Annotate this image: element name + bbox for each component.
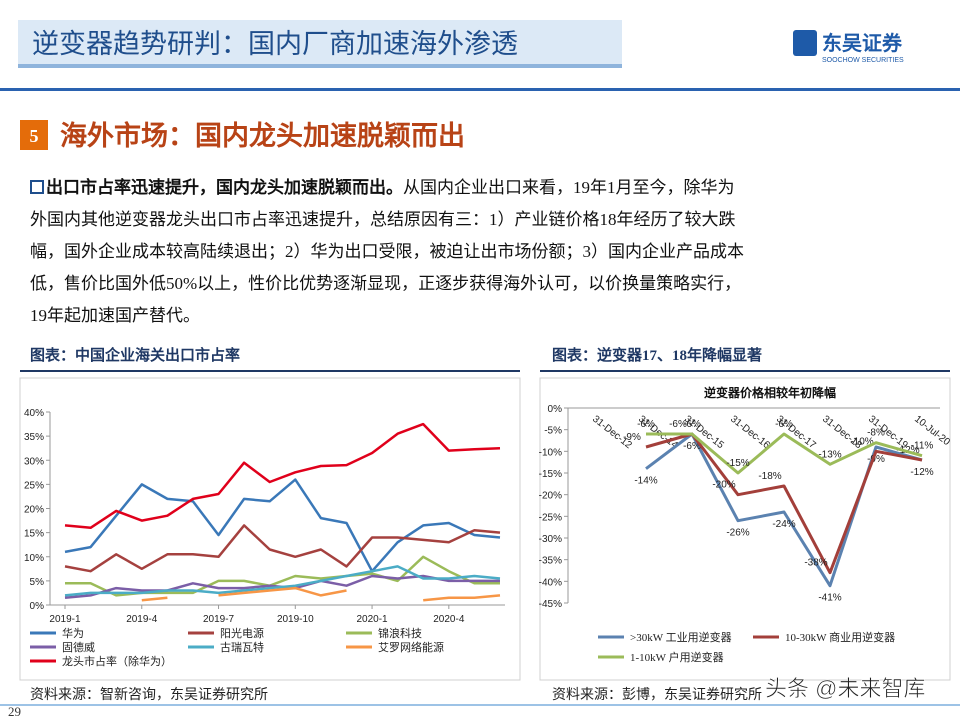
bullet	[30, 180, 44, 194]
data-label: -6%	[669, 419, 687, 430]
data-label: -15%	[726, 458, 749, 469]
chart-caption: 图表：中国企业海关出口市占率	[30, 346, 240, 364]
y-tick-label: 30%	[24, 456, 44, 467]
title-bar	[18, 64, 622, 68]
series-line	[141, 586, 501, 602]
y-tick-label: -15%	[539, 469, 562, 480]
y-tick-label: -45%	[539, 599, 562, 610]
x-tick-label: 2020-4	[433, 614, 465, 625]
y-tick-label: -35%	[539, 556, 562, 567]
page-number: 29	[8, 704, 21, 719]
body-line: 外国内其他逆变器龙头出口市占率迅速提升，总结原因有三：1）产业链价格18年经历了…	[30, 210, 736, 229]
legend-label: 阳光电源	[220, 626, 264, 640]
series-line	[64, 565, 501, 597]
data-label: -20%	[712, 480, 735, 491]
data-label: -9%	[867, 454, 885, 465]
section-badge	[20, 120, 48, 150]
footer-rule	[0, 704, 960, 706]
data-label: -10%	[850, 436, 873, 447]
y-tick-label: 15%	[24, 529, 44, 540]
y-tick-label: 0%	[548, 404, 563, 415]
legend-label: 华为	[62, 626, 84, 640]
data-label: -6%	[637, 419, 655, 430]
x-tick-label: 2019-10	[277, 614, 314, 625]
body-line: 幅，国外企业成本较高陆续退出；2）华为出口受限，被迫让出市场份额；3）国内企业产…	[30, 242, 744, 261]
x-tick-label: 31-Dec-16	[728, 414, 772, 452]
section-title: 海外市场：国内龙头加速脱颖而出	[60, 120, 465, 151]
y-tick-label: -30%	[539, 534, 562, 545]
y-tick-label: -20%	[539, 491, 562, 502]
data-label: -6%	[683, 441, 701, 452]
logo-cn: 东吴证券	[822, 31, 903, 55]
y-tick-label: 10%	[24, 553, 44, 564]
legend-label: >30kW 工业用逆变器	[630, 630, 732, 644]
data-label: -26%	[726, 528, 749, 539]
data-label: -14%	[634, 476, 657, 487]
data-label: -9%	[623, 432, 641, 443]
body-lead: 出口市占率迅速提升，国内龙头加速脱颖而出。	[46, 177, 403, 197]
legend-label: 锦浪科技	[378, 626, 422, 640]
header-rule	[0, 88, 960, 91]
y-tick-label: 0%	[30, 601, 45, 612]
y-tick-label: 35%	[24, 432, 44, 443]
legend-label: 10-30kW 商业用逆变器	[785, 630, 895, 644]
data-label: -24%	[772, 519, 795, 530]
chart-title: 逆变器价格相较年初降幅	[704, 385, 836, 400]
y-tick-label: -40%	[539, 577, 562, 588]
legend-label: 龙头市占率（除华为）	[62, 654, 172, 668]
section-number: 5	[30, 126, 39, 146]
legend-label: 1-10kW 户用逆变器	[630, 650, 724, 664]
slide-title: 逆变器趋势研判：国内厂商加速海外渗透	[32, 29, 518, 59]
chart-caption: 图表：逆变器17、18年降幅显著	[552, 346, 762, 364]
legend-label: 固德威	[62, 640, 95, 654]
source: 资料来源：彭博，东吴证券研究所	[552, 686, 762, 703]
data-label: -6%	[775, 419, 793, 430]
series-line	[64, 422, 501, 530]
y-tick-label: -5%	[544, 426, 562, 437]
data-label: -38%	[804, 558, 827, 569]
y-tick-label: -10%	[539, 447, 562, 458]
data-label: -13%	[818, 449, 841, 460]
y-tick-label: 20%	[24, 505, 44, 516]
logo-en: SOOCHOW SECURITIES	[822, 57, 904, 64]
chart-frame	[19, 377, 521, 681]
body-line: 19年起加速国产替代。	[30, 306, 200, 325]
series-line	[646, 432, 923, 475]
source: 资料来源：智新咨询，东吴证券研究所	[30, 687, 268, 703]
x-tick-label: 2019-4	[126, 614, 158, 625]
x-tick-label: 2019-7	[203, 614, 235, 625]
x-tick-label: 2020-1	[356, 614, 388, 625]
logo-icon	[793, 30, 817, 56]
chart-frame	[539, 377, 951, 681]
y-tick-label: -25%	[539, 512, 562, 523]
legend-label: 古瑞瓦特	[220, 640, 264, 654]
series-line	[64, 524, 501, 573]
data-label: -41%	[818, 593, 841, 604]
y-tick-label: 25%	[24, 480, 44, 491]
series-line	[64, 478, 501, 573]
body-line: 出口市占率迅速提升，国内龙头加速脱颖而出。从国内企业出口来看，19年1月至今，除…	[46, 177, 735, 197]
body-text: 从国内企业出口来看，19年1月至今，除华为	[403, 178, 735, 197]
data-label: -8%	[867, 428, 885, 439]
data-label: -18%	[758, 471, 781, 482]
data-label: -6%	[683, 419, 701, 430]
watermark: 头条 @未来智库	[765, 676, 925, 701]
legend-label: 艾罗网络能源	[378, 640, 444, 654]
caption-rule	[20, 370, 520, 372]
data-label: -11%	[911, 441, 934, 452]
data-label: -12%	[910, 467, 933, 478]
body-line: 低，售价比国外低50%以上，性价比优势逐渐显现，正逐步获得海外认可，以价换量策略…	[30, 274, 741, 293]
x-tick-label: 2019-1	[49, 614, 81, 625]
caption-rule	[540, 370, 950, 372]
y-tick-label: 40%	[24, 408, 44, 419]
title-box	[18, 20, 622, 68]
y-tick-label: 5%	[30, 577, 45, 588]
